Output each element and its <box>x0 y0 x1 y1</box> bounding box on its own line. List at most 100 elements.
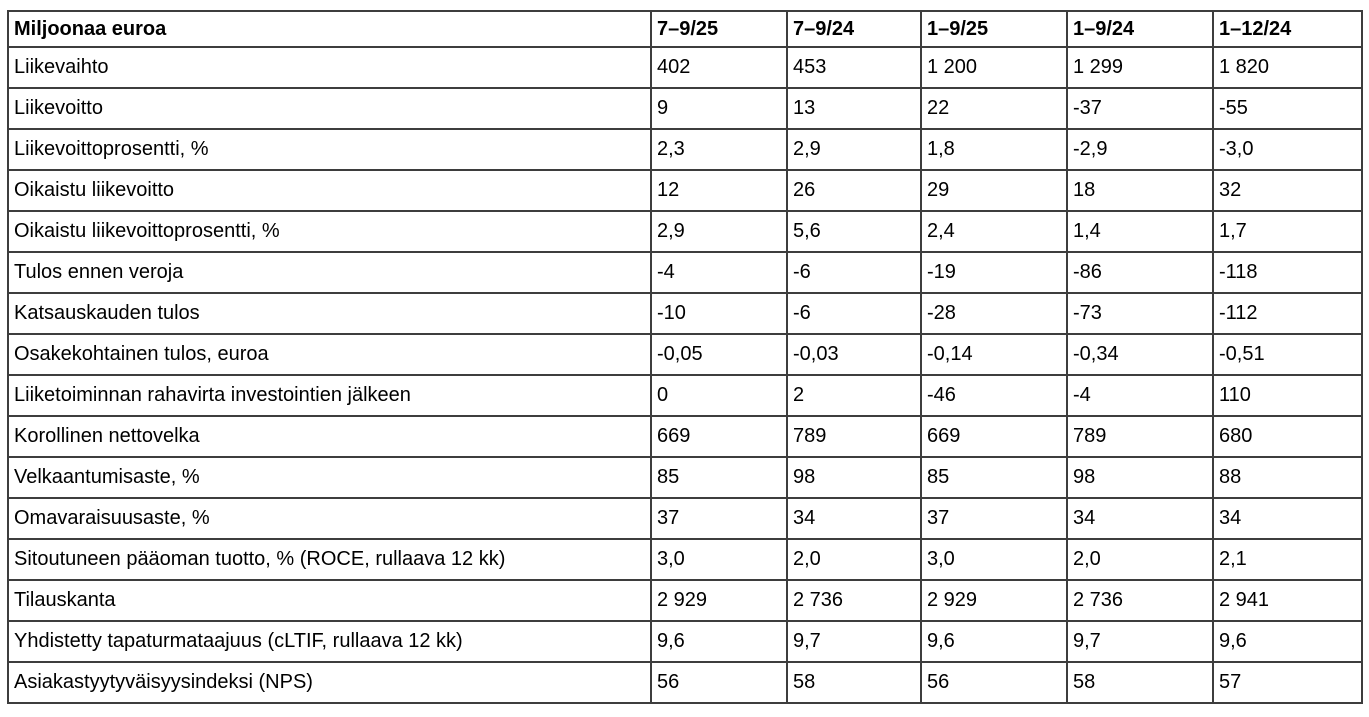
value-cell: 9,7 <box>786 620 922 663</box>
value-cell: -55 <box>1212 87 1363 130</box>
row-label-cell: Liiketoiminnan rahavirta investointien j… <box>7 374 652 417</box>
value-cell: 1 820 <box>1212 46 1363 89</box>
value-cell: -0,34 <box>1066 333 1214 376</box>
period-header-cell: 1–9/24 <box>1066 10 1214 48</box>
table-row: Liiketoiminnan rahavirta investointien j… <box>7 374 1363 417</box>
row-label-cell: Liikevaihto <box>7 46 652 89</box>
row-label-cell: Sitoutuneen pääoman tuotto, % (ROCE, rul… <box>7 538 652 581</box>
value-cell: 2 <box>786 374 922 417</box>
value-cell: 1,8 <box>920 128 1068 171</box>
table-row: Liikevoittoprosentti, % 2,3 2,9 1,8 -2,9 -3,0 <box>7 128 1363 171</box>
value-cell: 88 <box>1212 456 1363 499</box>
value-cell: 9,7 <box>1066 620 1214 663</box>
key-figures-table: Miljoonaa euroa 7–9/25 7–9/24 1–9/25 1–9/24 1… <box>7 10 1363 704</box>
value-cell: -6 <box>786 292 922 335</box>
table-row: Oikaistu liikevoittoprosentti, % 2,9 5,6 2,… <box>7 210 1363 253</box>
period-header-cell: 1–12/24 <box>1212 10 1363 48</box>
value-cell: 29 <box>920 169 1068 212</box>
value-cell: -3,0 <box>1212 128 1363 171</box>
value-cell: -73 <box>1066 292 1214 335</box>
value-cell: 0 <box>650 374 788 417</box>
value-cell: 1 200 <box>920 46 1068 89</box>
value-cell: 2 929 <box>650 579 788 622</box>
value-cell: 5,6 <box>786 210 922 253</box>
value-cell: -19 <box>920 251 1068 294</box>
value-cell: 32 <box>1212 169 1363 212</box>
table-row: Omavaraisuusaste, % 37 34 37 34 34 <box>7 497 1363 540</box>
row-label-cell: Korollinen nettovelka <box>7 415 652 458</box>
row-label-cell: Yhdistetty tapaturmataajuus (cLTIF, rull… <box>7 620 652 663</box>
row-label-cell: Katsauskauden tulos <box>7 292 652 335</box>
value-cell: 1,7 <box>1212 210 1363 253</box>
value-cell: 34 <box>1066 497 1214 540</box>
value-cell: 98 <box>786 456 922 499</box>
value-cell: 57 <box>1212 661 1363 704</box>
row-label-cell: Velkaantumisaste, % <box>7 456 652 499</box>
value-cell: 37 <box>920 497 1068 540</box>
value-cell: 669 <box>650 415 788 458</box>
value-cell: 2,3 <box>650 128 788 171</box>
value-cell: -10 <box>650 292 788 335</box>
value-cell: 9,6 <box>1212 620 1363 663</box>
row-label-cell: Tilauskanta <box>7 579 652 622</box>
table-row: Tilauskanta 2 929 2 736 2 929 2 736 2 941 <box>7 579 1363 622</box>
period-header-cell: 7–9/24 <box>786 10 922 48</box>
row-label-cell: Omavaraisuusaste, % <box>7 497 652 540</box>
row-label-cell: Asiakastyytyväisyysindeksi (NPS) <box>7 661 652 704</box>
value-cell: 56 <box>650 661 788 704</box>
value-cell: 1 299 <box>1066 46 1214 89</box>
value-cell: 2 929 <box>920 579 1068 622</box>
value-cell: 2,9 <box>786 128 922 171</box>
value-cell: -6 <box>786 251 922 294</box>
table-row: Osakekohtainen tulos, euroa -0,05 -0,03 -0,… <box>7 333 1363 376</box>
value-cell: 85 <box>920 456 1068 499</box>
value-cell: 402 <box>650 46 788 89</box>
table-row: Korollinen nettovelka 669 789 669 789 680 <box>7 415 1363 458</box>
header-row: Miljoonaa euroa 7–9/25 7–9/24 1–9/25 1–9/24 1… <box>7 10 1363 48</box>
table-row: Sitoutuneen pääoman tuotto, % (ROCE, rul… <box>7 538 1363 581</box>
row-label-cell: Liikevoittoprosentti, % <box>7 128 652 171</box>
value-cell: -2,9 <box>1066 128 1214 171</box>
value-cell: 789 <box>786 415 922 458</box>
table-row: Katsauskauden tulos -10 -6 -28 -73 -112 <box>7 292 1363 335</box>
value-cell: 2,4 <box>920 210 1068 253</box>
value-cell: 13 <box>786 87 922 130</box>
value-cell: 1,4 <box>1066 210 1214 253</box>
value-cell: 12 <box>650 169 788 212</box>
table-row: Yhdistetty tapaturmataajuus (cLTIF, rull… <box>7 620 1363 663</box>
value-cell: 2,0 <box>786 538 922 581</box>
value-cell: 34 <box>1212 497 1363 540</box>
value-cell: -112 <box>1212 292 1363 335</box>
table-row: Asiakastyytyväisyysindeksi (NPS) 56 58 56 58… <box>7 661 1363 704</box>
row-label-cell: Liikevoitto <box>7 87 652 130</box>
value-cell: 58 <box>1066 661 1214 704</box>
value-cell: 2 736 <box>786 579 922 622</box>
value-cell: -0,03 <box>786 333 922 376</box>
value-cell: 34 <box>786 497 922 540</box>
unit-header-cell: Miljoonaa euroa <box>7 10 652 48</box>
row-label-cell: Oikaistu liikevoitto <box>7 169 652 212</box>
value-cell: 669 <box>920 415 1068 458</box>
row-label-cell: Osakekohtainen tulos, euroa <box>7 333 652 376</box>
table-row: Oikaistu liikevoitto 12 26 29 18 32 <box>7 169 1363 212</box>
value-cell: 37 <box>650 497 788 540</box>
table-row: Liikevaihto 402 453 1 200 1 299 1 820 <box>7 46 1363 89</box>
value-cell: 9,6 <box>650 620 788 663</box>
value-cell: -86 <box>1066 251 1214 294</box>
value-cell: 453 <box>786 46 922 89</box>
row-label-cell: Tulos ennen veroja <box>7 251 652 294</box>
row-label-cell: Oikaistu liikevoittoprosentti, % <box>7 210 652 253</box>
value-cell: -0,14 <box>920 333 1068 376</box>
value-cell: 789 <box>1066 415 1214 458</box>
value-cell: 2,9 <box>650 210 788 253</box>
value-cell: 58 <box>786 661 922 704</box>
value-cell: 2 941 <box>1212 579 1363 622</box>
table-row: Tulos ennen veroja -4 -6 -19 -86 -118 <box>7 251 1363 294</box>
value-cell: -118 <box>1212 251 1363 294</box>
value-cell: -4 <box>650 251 788 294</box>
value-cell: 85 <box>650 456 788 499</box>
value-cell: 680 <box>1212 415 1363 458</box>
value-cell: 3,0 <box>920 538 1068 581</box>
period-header-cell: 7–9/25 <box>650 10 788 48</box>
